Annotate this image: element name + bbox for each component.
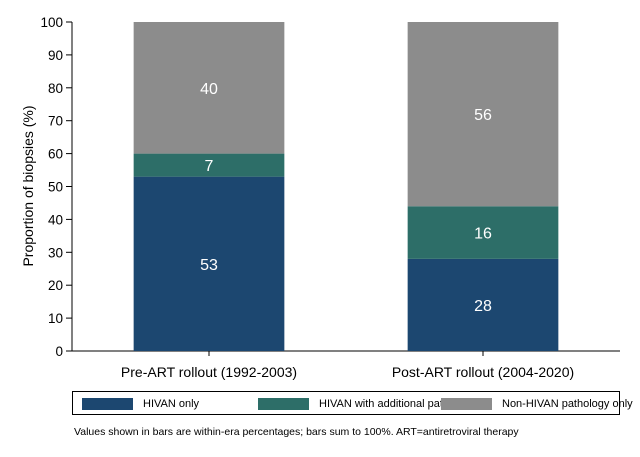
bar-hivan-with-additional-pathology-2	[407, 206, 559, 259]
data-label-hivan-with-additional-pathology-2: 16	[474, 226, 492, 243]
y-tick-label: 10	[48, 311, 63, 326]
y-tick-label: 60	[48, 147, 63, 162]
bar-hivan-only-2	[407, 258, 559, 351]
legend-item-hivan-only: HIVAN only	[82, 396, 199, 412]
legend-label-non-hivan: Non-HIVAN pathology only	[502, 398, 633, 410]
x-category-label: Post-ART rollout (2004-2020)	[392, 364, 574, 380]
y-axis-label: Proportion of biopsies (%)	[20, 105, 36, 266]
bar-non-hivan-pathology-only-2	[407, 22, 559, 207]
data-label-hivan-only-2: 28	[474, 298, 492, 315]
y-tick-label: 40	[48, 212, 63, 227]
bar-non-hivan-pathology-only-1	[133, 22, 285, 154]
legend: HIVAN only HIVAN with additional patholo…	[72, 391, 633, 415]
legend-label-hivan-only: HIVAN only	[143, 398, 200, 410]
legend-swatch-non-hivan	[441, 398, 492, 410]
plot-area: 0 10 20 30 40 50 60 70 80 90 100 53 7 40 Pre-ART rollo…	[40, 15, 620, 380]
y-tick-label: 80	[48, 81, 63, 96]
footnote: Values shown in bars are within-era perc…	[74, 426, 519, 438]
y-tick-label: 20	[48, 278, 63, 293]
y-tick-label: 50	[48, 180, 63, 195]
bar-hivan-with-additional-pathology-1	[133, 153, 285, 177]
x-category-label: Pre-ART rollout (1992-2003)	[121, 364, 297, 380]
data-label-non-hivan-pathology-only-2: 56	[474, 107, 492, 124]
y-tick-label: 30	[48, 245, 63, 260]
y-tick-label: 70	[48, 114, 63, 129]
legend-swatch-hivan-additional	[258, 398, 309, 410]
legend-swatch-hivan-only	[82, 398, 133, 410]
y-tick-label: 90	[48, 48, 63, 63]
data-label-hivan-only-1: 53	[200, 257, 218, 274]
legend-label-hivan-additional: HIVAN with additional pathology	[319, 398, 476, 410]
bar-hivan-only-1	[133, 176, 285, 351]
data-label-hivan-with-additional-pathology-1: 7	[205, 158, 214, 175]
legend-item-hivan-additional: HIVAN with additional pathology	[258, 396, 475, 412]
y-tick-label: 100	[40, 15, 63, 30]
legend-item-non-hivan: Non-HIVAN pathology only	[441, 396, 633, 412]
data-label-non-hivan-pathology-only-1: 40	[200, 81, 218, 98]
y-tick-label: 0	[55, 344, 63, 359]
